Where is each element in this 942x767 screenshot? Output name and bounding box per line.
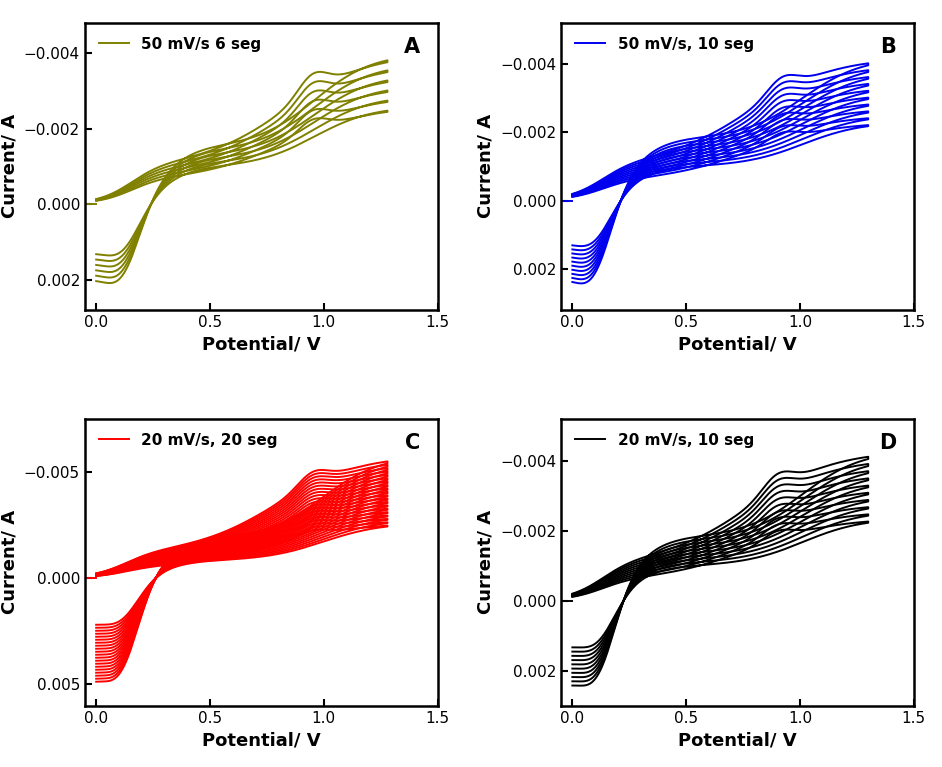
Y-axis label: Current/ A: Current/ A (477, 114, 495, 219)
X-axis label: Potential/ V: Potential/ V (678, 335, 797, 354)
Legend: 50 mV/s 6 seg: 50 mV/s 6 seg (92, 31, 268, 58)
Y-axis label: Current/ A: Current/ A (477, 510, 495, 614)
X-axis label: Potential/ V: Potential/ V (202, 731, 320, 749)
Y-axis label: Current/ A: Current/ A (0, 114, 18, 219)
X-axis label: Potential/ V: Potential/ V (202, 335, 320, 354)
Legend: 50 mV/s, 10 seg: 50 mV/s, 10 seg (569, 31, 760, 58)
Legend: 20 mV/s, 20 seg: 20 mV/s, 20 seg (92, 426, 284, 454)
Text: D: D (879, 433, 896, 453)
Text: A: A (404, 38, 420, 58)
X-axis label: Potential/ V: Potential/ V (678, 731, 797, 749)
Text: B: B (880, 38, 896, 58)
Y-axis label: Current/ A: Current/ A (0, 510, 18, 614)
Text: C: C (405, 433, 420, 453)
Legend: 20 mV/s, 10 seg: 20 mV/s, 10 seg (569, 426, 760, 454)
